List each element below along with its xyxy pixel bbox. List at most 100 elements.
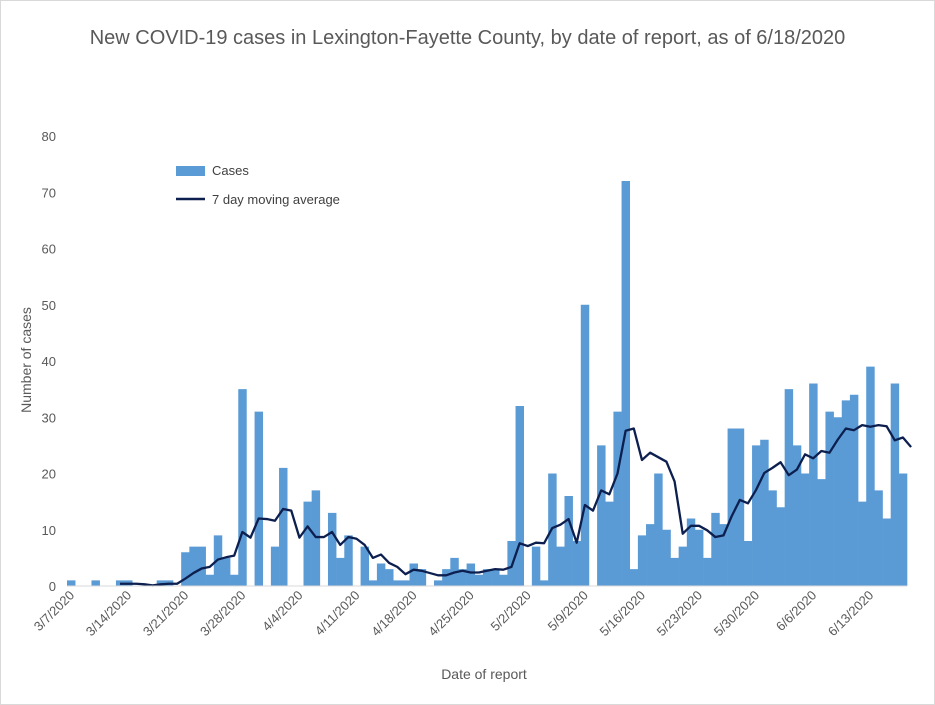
case-bar bbox=[181, 552, 190, 586]
case-bar bbox=[564, 496, 573, 586]
case-bar bbox=[743, 541, 753, 586]
case-bar bbox=[597, 445, 606, 587]
y-tick-label: 50 bbox=[42, 298, 56, 313]
x-tick-label: 3/21/2020 bbox=[140, 588, 192, 640]
case-bar bbox=[809, 383, 818, 586]
case-bar bbox=[637, 535, 647, 587]
case-bar bbox=[890, 383, 900, 586]
x-axis-title: Date of report bbox=[441, 666, 527, 682]
case-bar bbox=[409, 563, 418, 586]
case-bar bbox=[482, 569, 492, 587]
case-bar bbox=[572, 541, 582, 586]
case-bar bbox=[703, 557, 712, 587]
case-bar bbox=[760, 439, 769, 586]
case-bar bbox=[825, 411, 834, 587]
line-layer bbox=[120, 423, 912, 587]
y-tick-label: 10 bbox=[42, 523, 56, 538]
case-bar bbox=[719, 524, 728, 587]
case-bar bbox=[376, 563, 386, 586]
case-bar bbox=[515, 406, 524, 586]
case-bar bbox=[221, 557, 231, 587]
case-bar bbox=[540, 580, 549, 587]
case-bar bbox=[711, 512, 720, 587]
case-bar bbox=[189, 546, 198, 587]
case-bar bbox=[393, 580, 402, 587]
case-bar bbox=[629, 569, 639, 587]
case-bar bbox=[433, 580, 443, 587]
y-tick-label: 30 bbox=[42, 410, 56, 425]
x-tick-label: 4/18/2020 bbox=[368, 588, 420, 640]
case-bar bbox=[327, 512, 337, 587]
legend-label-moving-average: 7 day moving average bbox=[212, 192, 340, 207]
x-tick-label: 5/2/2020 bbox=[488, 588, 534, 634]
case-bar bbox=[866, 366, 875, 587]
case-bar bbox=[768, 490, 777, 587]
case-bar bbox=[303, 501, 312, 587]
y-axis-title: Number of cases bbox=[18, 307, 34, 413]
case-bar bbox=[205, 574, 215, 586]
case-bar bbox=[784, 389, 794, 587]
x-tick-label: 3/14/2020 bbox=[83, 588, 135, 640]
case-bar bbox=[752, 445, 761, 587]
x-tick-label: 4/4/2020 bbox=[259, 588, 305, 634]
case-bar bbox=[849, 394, 859, 586]
case-bar bbox=[474, 574, 484, 586]
case-bar bbox=[401, 580, 410, 587]
case-bar bbox=[817, 479, 826, 587]
x-tick-label: 5/9/2020 bbox=[545, 588, 591, 634]
case-bar bbox=[776, 507, 785, 586]
y-tick-label: 80 bbox=[42, 129, 56, 144]
x-tick-label: 5/30/2020 bbox=[711, 588, 763, 640]
case-bar bbox=[270, 546, 280, 587]
case-bar bbox=[491, 569, 500, 587]
case-bar bbox=[336, 557, 345, 587]
x-tick-label: 4/25/2020 bbox=[425, 588, 477, 640]
case-bar bbox=[344, 535, 353, 587]
case-bar bbox=[613, 411, 622, 587]
case-bar bbox=[67, 580, 76, 587]
y-tick-label: 40 bbox=[42, 354, 56, 369]
case-bar bbox=[686, 518, 696, 586]
case-bar bbox=[605, 501, 614, 587]
case-bar bbox=[458, 569, 467, 587]
case-bar bbox=[230, 574, 239, 586]
case-bar bbox=[670, 557, 679, 587]
legend: Cases 7 day moving average bbox=[176, 163, 340, 207]
case-bar bbox=[662, 529, 671, 586]
case-bar bbox=[654, 473, 663, 586]
x-tick-label: 6/6/2020 bbox=[773, 588, 819, 634]
case-bar bbox=[91, 580, 100, 587]
legend-swatch-cases bbox=[176, 166, 205, 176]
case-bar bbox=[368, 580, 378, 587]
case-bar bbox=[197, 546, 206, 587]
case-bar bbox=[417, 569, 427, 587]
bars-layer bbox=[67, 181, 908, 587]
case-bar bbox=[531, 546, 541, 587]
legend-label-cases: Cases bbox=[212, 163, 249, 178]
case-bar bbox=[735, 428, 745, 586]
case-bar bbox=[694, 529, 704, 586]
case-bar bbox=[727, 428, 737, 586]
x-tick-label: 6/13/2020 bbox=[825, 588, 877, 640]
case-bar bbox=[254, 411, 264, 587]
y-tick-label: 20 bbox=[42, 467, 56, 482]
moving-average-line bbox=[120, 423, 912, 587]
case-bar bbox=[442, 569, 451, 587]
case-bar bbox=[499, 574, 508, 586]
case-bar bbox=[646, 524, 655, 587]
case-bar bbox=[621, 181, 631, 586]
x-tick-label: 5/23/2020 bbox=[654, 588, 706, 640]
case-bar bbox=[580, 304, 590, 586]
x-tick-label: 5/16/2020 bbox=[597, 588, 649, 640]
case-bar bbox=[678, 546, 688, 587]
case-bar bbox=[858, 501, 867, 587]
case-bar bbox=[833, 417, 843, 586]
y-tick-label: 70 bbox=[42, 185, 56, 200]
case-bar bbox=[279, 467, 288, 587]
case-bar bbox=[841, 400, 851, 587]
y-tick-label: 0 bbox=[49, 579, 56, 594]
x-tick-label: 3/28/2020 bbox=[197, 588, 249, 640]
case-bar bbox=[238, 389, 247, 587]
case-bar bbox=[466, 563, 476, 586]
